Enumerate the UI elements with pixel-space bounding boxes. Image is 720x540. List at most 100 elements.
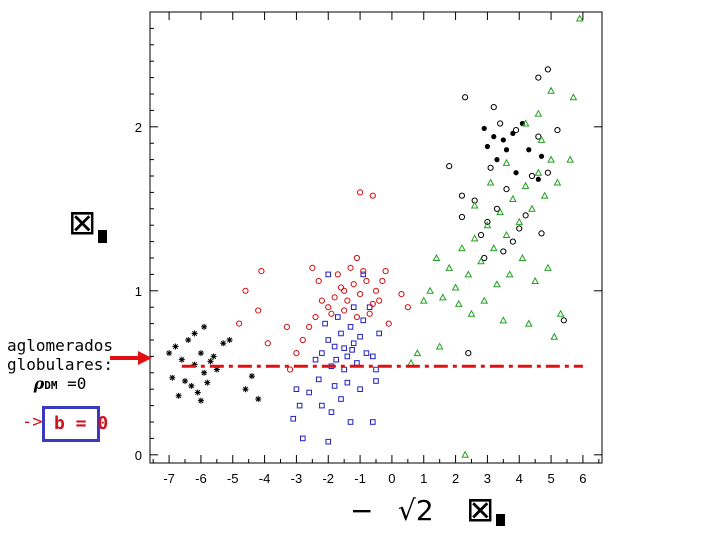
data-point [465,350,472,357]
data-point [325,271,332,278]
data-point [293,350,300,357]
data-point [328,310,335,317]
data-point [255,396,262,403]
data-point [334,271,341,278]
data-point [487,164,494,171]
data-point [518,253,527,261]
annotation-line-2: globulares: [7,355,113,374]
data-point [338,396,344,402]
data-point [366,304,373,310]
data-point [312,356,319,363]
data-point [426,286,434,294]
y-tick-label: 1 [135,284,142,299]
data-point [210,353,217,360]
x-tick-label: 2 [452,471,459,486]
data-point [547,86,555,94]
annotation-rho-line: ρDM =0 [4,374,116,395]
series-2 [236,189,411,373]
data-point [458,213,466,221]
data-point [553,178,562,186]
data-point [419,296,428,304]
data-point [467,309,476,317]
red-arrow-icon [110,351,152,365]
data-point [461,450,469,458]
data-point [500,248,507,255]
axes: -7 -6 -5 -4 -3 -2 -1 0 1 2 3 4 5 6 0 1 2 [135,12,602,486]
data-point [169,374,176,381]
data-point [535,74,542,81]
data-point [464,270,473,278]
data-point [331,383,338,389]
data-point [566,155,575,163]
data-point [413,349,422,357]
data-point [242,386,249,393]
data-point [344,353,351,360]
y-axis-label-subscript-icon [98,230,107,243]
data-point [360,271,367,278]
data-point [526,147,532,153]
data-point [505,270,514,278]
data-point [194,389,201,396]
result-box [42,406,100,442]
data-point [369,300,376,308]
result-text: b = 0 [54,413,109,434]
data-point [356,290,364,298]
data-point [353,254,361,262]
data-point [258,268,265,275]
chart-marks [166,14,584,458]
data-point [331,343,338,350]
data-point [522,212,529,219]
data-point [299,336,306,344]
data-point [242,287,249,294]
data-point [315,277,322,285]
data-point [360,317,367,324]
data-point [175,392,182,399]
data-point [197,350,204,357]
data-point [331,294,338,301]
data-point [477,231,485,239]
data-point [481,254,488,262]
data-point [248,373,255,380]
data-point [385,320,392,327]
data-point [363,277,370,285]
data-point [366,310,373,317]
annotation-line-1: aglomerados [7,336,113,355]
data-point [538,153,545,159]
data-point [524,319,533,327]
data-point [318,297,325,304]
data-point [299,435,306,442]
data-point [547,155,555,163]
x-tick-label: -4 [259,471,271,486]
data-point [325,337,332,343]
data-point [535,133,542,140]
data-point [445,263,454,271]
data-point [534,168,543,176]
data-point [347,419,354,425]
data-point [509,194,517,202]
data-point [496,208,504,216]
x-tick-label: -6 [195,471,207,486]
data-point [569,93,578,101]
data-point [556,309,565,317]
x-tick-label: 6 [579,471,586,486]
data-point [319,350,325,356]
series-5 [407,14,584,458]
data-point [509,238,516,245]
data-point [499,316,508,324]
data-point [306,389,312,396]
data-point [502,158,511,166]
data-point [255,307,262,314]
x-tick-label: -3 [291,471,303,486]
data-point [458,244,466,252]
y-tick-label: 0 [135,448,142,463]
data-point [497,120,504,127]
x-tick-label: -7 [163,471,175,486]
data-point [544,66,551,73]
data-point [537,135,546,143]
data-point [484,218,491,226]
data-point [404,304,411,311]
data-point [357,386,363,392]
data-point [560,317,567,324]
data-point [325,438,332,445]
data-point [341,345,347,351]
